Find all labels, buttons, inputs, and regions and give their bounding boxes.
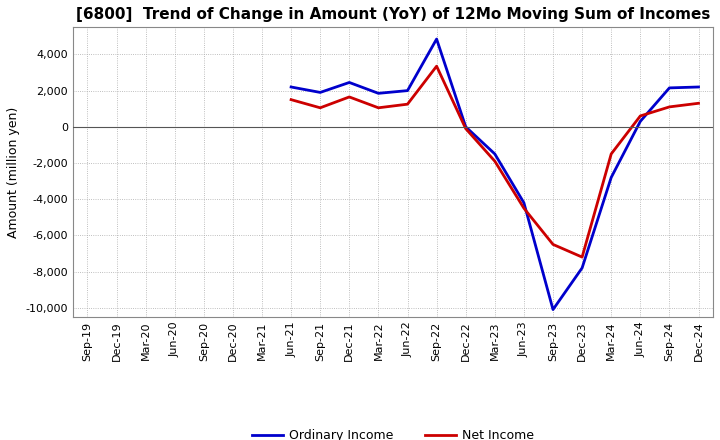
Net Income bbox=[607, 151, 616, 157]
Net Income bbox=[694, 101, 703, 106]
Legend: Ordinary Income, Net Income: Ordinary Income, Net Income bbox=[247, 425, 539, 440]
Ordinary Income bbox=[462, 124, 470, 129]
Line: Net Income: Net Income bbox=[291, 66, 698, 257]
Net Income bbox=[374, 105, 383, 110]
Ordinary Income bbox=[665, 85, 674, 91]
Ordinary Income bbox=[287, 84, 295, 90]
Net Income bbox=[345, 94, 354, 99]
Y-axis label: Amount (million yen): Amount (million yen) bbox=[7, 106, 20, 238]
Net Income bbox=[577, 254, 586, 260]
Ordinary Income bbox=[577, 265, 586, 271]
Net Income bbox=[549, 242, 557, 247]
Ordinary Income bbox=[345, 80, 354, 85]
Net Income bbox=[462, 126, 470, 131]
Net Income bbox=[432, 63, 441, 69]
Net Income bbox=[403, 102, 412, 107]
Net Income bbox=[665, 104, 674, 110]
Net Income bbox=[316, 105, 325, 110]
Ordinary Income bbox=[374, 91, 383, 96]
Ordinary Income bbox=[694, 84, 703, 90]
Ordinary Income bbox=[520, 200, 528, 205]
Ordinary Income bbox=[490, 151, 499, 157]
Ordinary Income bbox=[316, 90, 325, 95]
Net Income bbox=[636, 114, 644, 119]
Net Income bbox=[520, 205, 528, 211]
Ordinary Income bbox=[432, 37, 441, 42]
Ordinary Income bbox=[636, 119, 644, 124]
Line: Ordinary Income: Ordinary Income bbox=[291, 39, 698, 310]
Ordinary Income bbox=[549, 307, 557, 312]
Net Income bbox=[490, 158, 499, 164]
Title: [6800]  Trend of Change in Amount (YoY) of 12Mo Moving Sum of Incomes: [6800] Trend of Change in Amount (YoY) o… bbox=[76, 7, 710, 22]
Net Income bbox=[287, 97, 295, 102]
Ordinary Income bbox=[403, 88, 412, 93]
Ordinary Income bbox=[607, 175, 616, 180]
